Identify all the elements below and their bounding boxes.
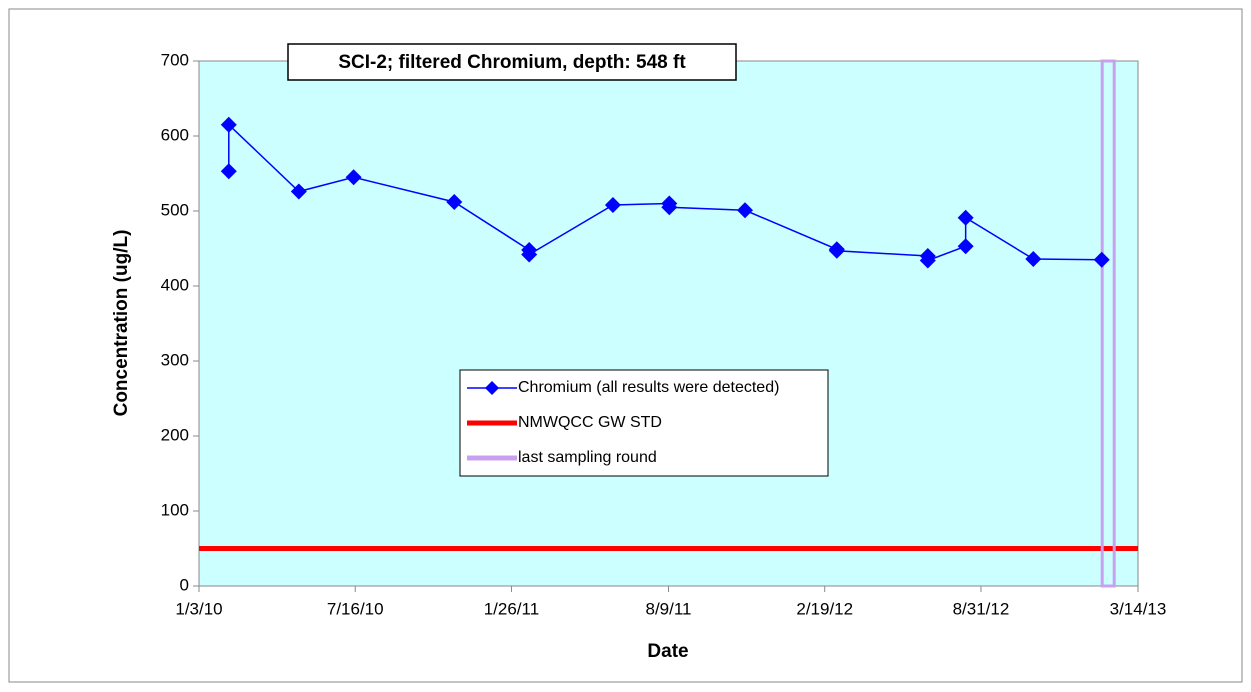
y-tick-label: 300 xyxy=(161,350,189,369)
data-point xyxy=(919,252,936,269)
legend-label: Chromium (all results were detected) xyxy=(518,379,779,396)
legend-marker xyxy=(485,381,499,395)
y-tick-label: 600 xyxy=(161,125,189,144)
legend-label: NMWQCC GW STD xyxy=(518,414,662,431)
vertical-line xyxy=(1100,59,1116,588)
title-box xyxy=(287,43,737,81)
data-point xyxy=(220,163,237,180)
data-point xyxy=(345,169,362,186)
legend-box xyxy=(459,369,829,477)
x-tick-label: 8/31/12 xyxy=(953,599,1010,618)
x-tick-label: 1/26/11 xyxy=(484,599,539,618)
data-point xyxy=(446,194,463,210)
plot-area xyxy=(198,60,1139,587)
y-tick-label: 700 xyxy=(161,50,189,69)
data-point xyxy=(521,246,538,263)
x-tick-label: 2/19/12 xyxy=(796,599,853,618)
y-tick-label: 0 xyxy=(180,575,189,594)
data-point xyxy=(737,202,754,219)
data-point xyxy=(290,183,307,200)
y-tick-label: 200 xyxy=(161,425,189,444)
y-tick-label: 100 xyxy=(161,500,189,519)
data-point xyxy=(1025,251,1042,267)
y-axis-label: Concentration (ug/L) xyxy=(111,230,132,417)
x-tick-label: 8/9/11 xyxy=(645,599,691,618)
data-point xyxy=(661,199,678,216)
x-axis-label: Date xyxy=(647,641,688,662)
x-tick-label: 7/16/10 xyxy=(327,599,384,618)
x-tick-label: 3/14/13 xyxy=(1110,599,1167,618)
data-point xyxy=(1093,251,1110,268)
legend-label: last sampling round xyxy=(518,449,657,466)
x-tick-label: 1/3/10 xyxy=(175,599,222,618)
y-tick-label: 500 xyxy=(161,200,189,219)
data-point xyxy=(957,238,974,255)
data-point xyxy=(957,209,974,226)
chart-title: SCI-2; filtered Chromium, depth: 548 ft xyxy=(338,52,686,73)
y-tick-label: 400 xyxy=(161,275,189,294)
data-point xyxy=(220,116,237,133)
data-point xyxy=(828,242,845,259)
data-point xyxy=(604,197,621,213)
